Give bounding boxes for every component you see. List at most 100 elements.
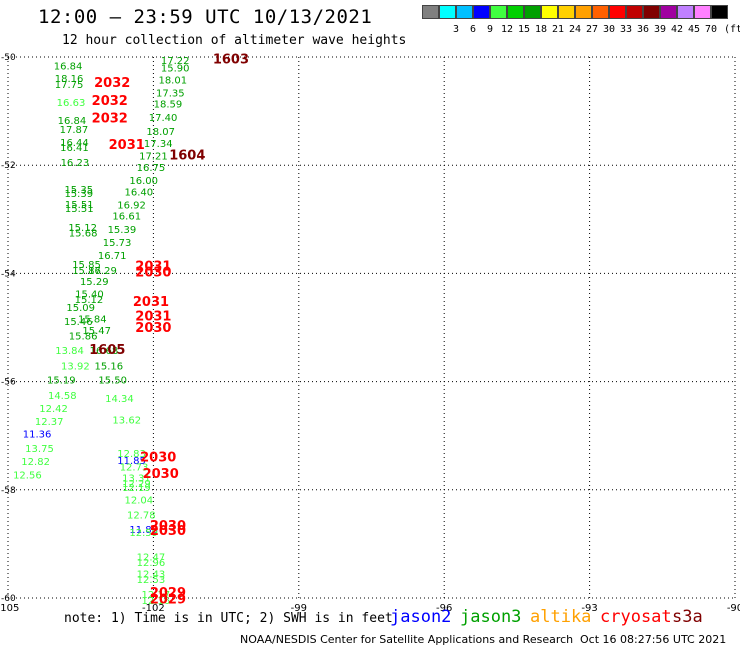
wave-height-label: 15.12 <box>75 295 104 306</box>
satellite-label-cryosat: cryosat <box>600 607 672 627</box>
wave-height-label: 13.75 <box>25 444 54 455</box>
wave-height-label: 12.04 <box>125 496 154 507</box>
wave-height-label: 12.47 <box>137 552 166 563</box>
chart-title: 12:00 — 23:59 UTC 10/13/2021 <box>38 6 373 28</box>
legend-swatch <box>694 5 711 19</box>
pass-time-label: 2030 <box>135 321 171 336</box>
latitude-tick-label: -58 <box>1 486 16 496</box>
wave-height-label: 12.78 <box>127 511 156 522</box>
wave-height-label: 16.29 <box>88 266 117 277</box>
legend-bin-label: 9 <box>486 24 494 35</box>
wave-height-label: 15.40 <box>75 289 104 300</box>
wave-height-label: 12.96 <box>137 558 166 569</box>
wave-height-label: 16.40 <box>125 188 154 199</box>
latitude-tick-label: -50 <box>1 53 16 63</box>
satellite-label-jason2: jason2 <box>390 607 452 627</box>
pass-time-label: 2031 <box>109 138 145 153</box>
longitude-tick-label: -90 <box>727 603 740 614</box>
latitude-tick-label: -60 <box>1 594 16 604</box>
wave-height-label: 12.42 <box>39 404 68 415</box>
legend-swatch <box>677 5 694 19</box>
satellite-label-s3a: s3a <box>672 607 703 627</box>
wave-height-label: 15.90 <box>161 63 190 74</box>
wave-height-label: 12.43 <box>137 570 166 581</box>
legend-bin-label: 24 <box>568 24 582 35</box>
legend-swatch <box>609 5 626 19</box>
legend-swatch <box>490 5 507 19</box>
wave-height-label: 15.12 <box>68 223 97 234</box>
wave-height-label: 15.51 <box>65 204 94 215</box>
wave-height-label: 11.85 <box>117 456 146 467</box>
wave-height-label: 15.51 <box>65 200 94 211</box>
legend-bin-label: 6 <box>469 24 477 35</box>
longitude-tick-label: -102 <box>142 603 165 614</box>
wave-height-label: 18.59 <box>154 100 183 111</box>
wave-height-label: 12.37 <box>35 417 64 428</box>
pass-time-label: 1605 <box>89 343 125 358</box>
wave-height-label: 12.17 <box>142 590 171 601</box>
legend-bin-label: 39 <box>653 24 667 35</box>
wave-height-label: 17.75 <box>55 80 84 91</box>
wave-height-label: 15.68 <box>69 228 98 239</box>
wave-height-label: 15.29 <box>80 277 109 288</box>
legend-bin-label: 12 <box>500 24 514 35</box>
wave-height-label: 13.62 <box>112 415 141 426</box>
wave-height-label: 16.84 <box>54 62 83 73</box>
pass-time-label: 2029 <box>150 593 186 608</box>
legend-bin-label: 18 <box>534 24 548 35</box>
legend-bin-label: 36 <box>636 24 650 35</box>
wave-height-label: 16.23 <box>61 158 90 169</box>
latitude-tick-label: -52 <box>1 161 16 171</box>
pass-time-label: 2030 <box>135 265 171 280</box>
latitude-tick-label: -56 <box>1 378 16 388</box>
pass-time-label: 2030 <box>150 524 186 539</box>
wave-height-label: 13.92 <box>61 361 90 372</box>
wave-height-label: 12.59 <box>129 528 158 539</box>
wave-height-label: 13.31 <box>122 473 151 484</box>
wave-height-label: 18.07 <box>146 127 175 138</box>
legend-swatch <box>660 5 677 19</box>
pass-time-label: 2032 <box>94 76 130 91</box>
pass-time-label: 2031 <box>135 310 171 325</box>
longitude-tick-label: -99 <box>291 603 307 614</box>
wave-height-label: 12.19 <box>122 483 151 494</box>
wave-height-label: 16.71 <box>98 251 127 262</box>
wave-height-label: 16.44 <box>60 138 89 149</box>
legend-swatch <box>456 5 473 19</box>
wave-height-label: 12.56 <box>13 471 42 482</box>
wave-height-label: 15.16 <box>94 361 123 372</box>
legend-swatch <box>439 5 456 19</box>
wave-height-label: 12.73 <box>120 463 149 474</box>
wave-height-label: 15.87 <box>72 266 101 277</box>
legend-bin-label: 30 <box>602 24 616 35</box>
wave-height-label: 17.21 <box>139 151 168 162</box>
wave-height-label: 12.16 <box>142 596 171 607</box>
wave-height-label: 15.50 <box>98 375 127 386</box>
pass-time-label: 2030 <box>143 467 179 482</box>
legend-bin-label: 3 <box>452 24 460 35</box>
pass-time-label: 2030 <box>140 450 176 465</box>
pass-time-label: 1603 <box>213 53 249 68</box>
pass-time-label: 2031 <box>135 259 171 274</box>
satellite-label-jason3: jason3 <box>460 607 522 627</box>
legend-unit-label: (ft) <box>723 24 740 35</box>
generated-timestamp: Oct 16 08:27:56 UTC 2021 <box>580 633 727 646</box>
wave-height-label: 16.84 <box>58 116 87 127</box>
legend-bin-label: 21 <box>551 24 565 35</box>
wave-height-label: 11.88 <box>129 525 158 536</box>
wave-height-label: 17.35 <box>156 89 185 100</box>
pass-time-label: 2032 <box>92 94 128 109</box>
wave-height-label: 15.39 <box>64 189 93 200</box>
legend-swatch <box>541 5 558 19</box>
wave-height-label: 14.34 <box>105 394 134 405</box>
legend-swatch <box>626 5 643 19</box>
pass-time-label: 2030 <box>150 519 186 534</box>
axis-tick-labels: -105 -102 -99 -96 -93 -90 -50 -52 -54 -56 -58 -60 <box>0 53 740 614</box>
wave-height-label: 12.83 <box>117 449 146 460</box>
wave-height-label: 11.36 <box>23 430 52 441</box>
legend-swatch <box>558 5 575 19</box>
latitude-tick-label: -54 <box>1 269 16 279</box>
wave-height-label: 15.09 <box>66 303 95 314</box>
legend-bin-label: 42 <box>670 24 684 35</box>
wave-height-label: 16.92 <box>117 201 146 212</box>
